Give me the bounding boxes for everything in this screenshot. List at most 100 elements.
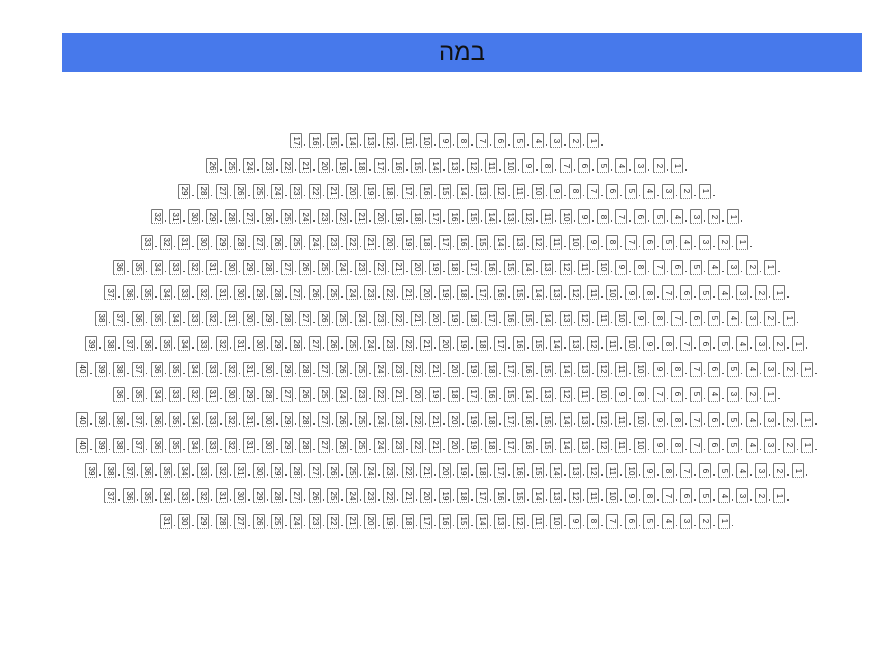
seat[interactable]: 15 — [503, 385, 523, 403]
seat[interactable]: 3 — [764, 410, 783, 428]
seat[interactable]: 1 — [801, 436, 820, 454]
seat-box[interactable]: 2 — [782, 412, 795, 428]
seat-box[interactable]: 38 — [104, 463, 117, 479]
seat-box[interactable]: 35 — [141, 285, 154, 301]
seat[interactable]: 10 — [559, 207, 579, 225]
seat[interactable]: 30 — [224, 385, 244, 403]
seat[interactable]: 2 — [680, 182, 699, 200]
seat-box[interactable]: 26 — [336, 437, 349, 453]
seat-box[interactable]: 25 — [327, 285, 340, 301]
seat[interactable]: 39 — [85, 334, 104, 352]
seat-box[interactable]: 29 — [280, 412, 293, 428]
seat[interactable]: 8 — [661, 461, 681, 479]
seat[interactable]: 35 — [159, 461, 179, 479]
seat[interactable]: 24 — [345, 486, 365, 504]
seat-box[interactable]: 24 — [373, 361, 386, 377]
seat-box[interactable]: 32 — [187, 386, 200, 402]
seat-box[interactable]: 24 — [308, 234, 321, 250]
seat-box[interactable]: 10 — [550, 513, 563, 529]
seat[interactable]: 33 — [141, 233, 160, 251]
seat-box[interactable]: 12 — [559, 386, 572, 402]
seat[interactable]: 11 — [615, 410, 634, 428]
seat-box[interactable]: 9 — [578, 209, 591, 225]
seat-box[interactable]: 12 — [596, 361, 609, 377]
seat[interactable]: 8 — [633, 385, 653, 403]
seat-box[interactable]: 8 — [671, 437, 684, 453]
seat[interactable]: 22 — [308, 182, 328, 200]
seat-box[interactable]: 2 — [754, 285, 767, 301]
seat[interactable]: 14 — [559, 410, 579, 428]
seat[interactable]: 27 — [280, 385, 300, 403]
seat-box[interactable]: 38 — [94, 310, 107, 326]
seat[interactable]: 12 — [596, 410, 616, 428]
seat[interactable]: 22 — [327, 512, 346, 530]
seat[interactable]: 18 — [448, 258, 467, 276]
seat[interactable]: 18 — [457, 486, 476, 504]
seat-box[interactable]: 11 — [401, 133, 414, 148]
seat[interactable]: 14 — [559, 360, 579, 378]
seat-box[interactable]: 5 — [726, 361, 739, 377]
seat-box[interactable]: 21 — [401, 488, 414, 504]
seat-box[interactable]: 16 — [513, 463, 526, 479]
seat[interactable]: 1 — [791, 334, 811, 352]
seat[interactable]: 4 — [661, 512, 681, 530]
seat-box[interactable]: 21 — [429, 361, 442, 377]
seat-box[interactable]: 19 — [429, 259, 442, 275]
seat[interactable]: 25 — [252, 182, 272, 200]
seat-box[interactable]: 24 — [364, 463, 377, 479]
seat-box[interactable]: 33 — [169, 386, 182, 402]
seat-box[interactable]: 23 — [262, 158, 275, 174]
seat[interactable]: 18 — [457, 283, 476, 301]
seat[interactable]: 9 — [643, 461, 662, 479]
seat-box[interactable]: 14 — [494, 234, 507, 250]
seat[interactable]: 8 — [606, 233, 625, 251]
seat[interactable]: 30 — [243, 309, 262, 327]
seat[interactable]: 24 — [373, 436, 393, 454]
seat-box[interactable]: 5 — [699, 488, 712, 504]
seat[interactable]: 26 — [299, 385, 318, 403]
seat-box[interactable]: 10 — [633, 412, 646, 428]
seat-box[interactable]: 18 — [401, 513, 414, 529]
seat[interactable]: 22 — [382, 283, 402, 301]
seat-box[interactable]: 40 — [76, 412, 89, 428]
seat[interactable]: 21 — [429, 360, 448, 378]
seat-box[interactable]: 28 — [271, 488, 284, 504]
seat[interactable]: 6 — [708, 436, 727, 454]
seat-box[interactable]: 10 — [615, 310, 628, 326]
seat-box[interactable]: 22 — [336, 209, 349, 225]
seat[interactable]: 15 — [513, 283, 532, 301]
seat[interactable]: 17 — [466, 258, 486, 276]
seat[interactable]: 26 — [252, 512, 272, 530]
seat-box[interactable]: 17 — [503, 412, 516, 428]
seat[interactable]: 25 — [345, 461, 365, 479]
seat[interactable]: 15 — [503, 258, 523, 276]
seat[interactable]: 2 — [773, 334, 792, 352]
seat-box[interactable]: 8 — [633, 259, 646, 275]
seat-box[interactable]: 8 — [661, 463, 674, 479]
seat-box[interactable]: 18 — [420, 234, 433, 250]
seat-box[interactable]: 18 — [457, 488, 470, 504]
seat-box[interactable]: 28 — [234, 234, 247, 250]
seat[interactable]: 31 — [215, 486, 235, 504]
seat-box[interactable]: 23 — [317, 209, 330, 225]
seat-box[interactable]: 31 — [206, 386, 219, 402]
seat[interactable]: 2 — [782, 360, 802, 378]
seat-box[interactable]: 25 — [355, 361, 368, 377]
seat[interactable]: 23 — [392, 410, 411, 428]
seat[interactable]: 36 — [150, 410, 170, 428]
seat[interactable]: 22 — [373, 258, 393, 276]
seat-box[interactable]: 31 — [206, 259, 219, 275]
seat-box[interactable]: 12 — [568, 285, 581, 301]
seat[interactable]: 7 — [680, 334, 699, 352]
seat-box[interactable]: 1 — [726, 209, 739, 225]
seat[interactable]: 7 — [587, 182, 606, 200]
seat-box[interactable]: 5 — [596, 158, 609, 174]
seat[interactable]: 9 — [652, 360, 672, 378]
seat[interactable]: 6 — [671, 258, 690, 276]
seat[interactable]: 7 — [680, 461, 699, 479]
seat[interactable]: 37 — [131, 436, 151, 454]
seat[interactable]: 26 — [327, 461, 346, 479]
seat-box[interactable]: 4 — [680, 234, 693, 250]
seat-box[interactable]: 6 — [671, 386, 684, 402]
seat[interactable]: 17 — [420, 512, 439, 530]
